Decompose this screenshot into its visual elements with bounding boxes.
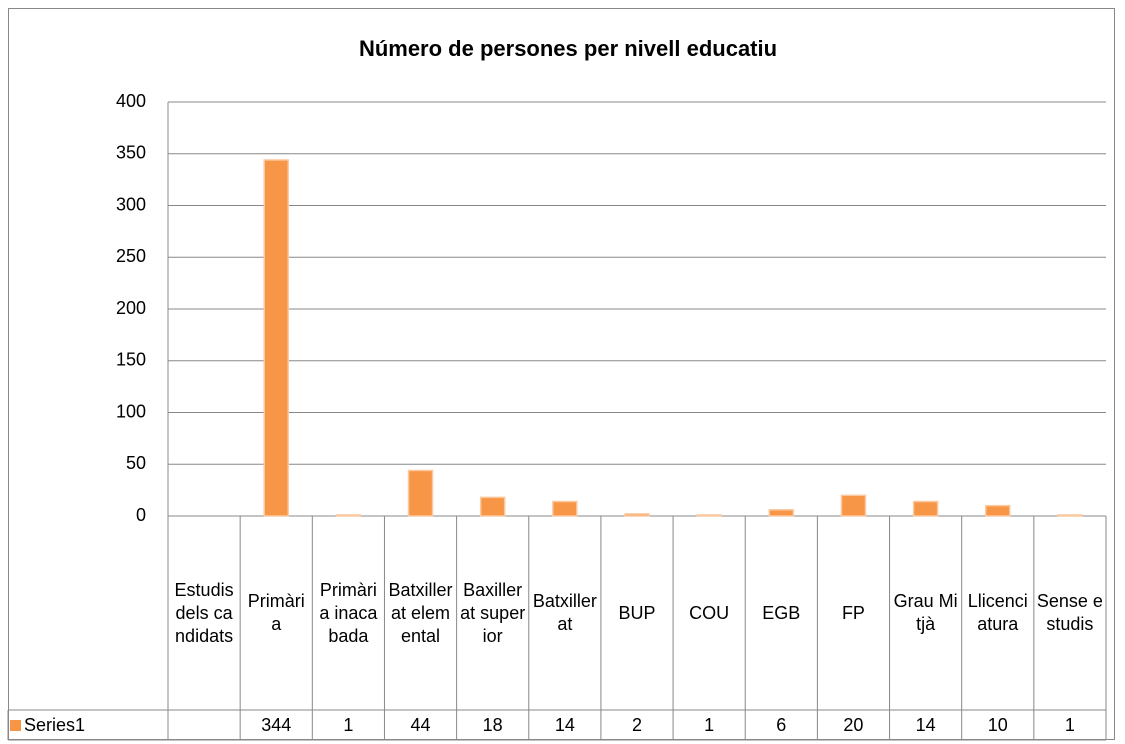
data-table-value: 344 <box>261 714 292 735</box>
bar <box>335 514 362 517</box>
bar <box>552 500 578 517</box>
x-tick-label: Estudis dels candidats <box>174 579 234 646</box>
bar <box>768 509 795 517</box>
data-table-value: 44 <box>410 714 431 735</box>
x-tick-label: FP <box>841 602 865 623</box>
y-tick-label: 50 <box>126 453 146 473</box>
chart-title: Número de persones per nivell educatiu <box>359 36 777 61</box>
x-tick-label: Llicenciatura <box>967 591 1028 634</box>
x-tick-label: Grau Mitjà <box>893 591 958 634</box>
data-table-value: 6 <box>776 714 787 735</box>
data-table-value: 14 <box>554 714 575 735</box>
x-tick-label: BUP <box>618 602 656 623</box>
y-tick-label: 400 <box>116 91 146 111</box>
bar <box>696 514 722 517</box>
y-tick-label: 0 <box>136 505 146 525</box>
bar <box>407 469 434 517</box>
bar <box>1057 514 1083 517</box>
data-table-value: 14 <box>915 714 936 735</box>
bar <box>479 496 506 517</box>
bar <box>263 159 289 517</box>
data-table-value: 1 <box>704 714 715 735</box>
x-tick-label: EGB <box>762 602 801 623</box>
x-tick-label: Batxillerat elemental <box>388 579 453 646</box>
data-table-value: 2 <box>631 714 642 735</box>
x-tick-label: COU <box>689 602 730 623</box>
x-tick-label: Primària inacabada <box>319 579 378 646</box>
y-tick-label: 300 <box>116 194 146 214</box>
data-table-value: 1 <box>343 714 354 735</box>
x-tick-label: Baxillerat superior <box>460 579 526 646</box>
bar <box>912 500 939 517</box>
bar <box>840 494 867 517</box>
y-tick-label: 100 <box>116 401 146 421</box>
legend-label: Series1 <box>24 714 86 735</box>
y-tick-label: 250 <box>116 246 146 266</box>
y-tick-label: 350 <box>116 143 146 163</box>
x-tick-label: Batxillerat <box>532 591 597 634</box>
y-tick-label: 200 <box>116 298 146 318</box>
data-table-value: 20 <box>843 714 864 735</box>
bar <box>624 513 650 517</box>
data-table-value: 10 <box>987 714 1008 735</box>
y-tick-label: 150 <box>116 350 146 370</box>
bar <box>985 504 1011 517</box>
legend-swatch <box>10 719 21 731</box>
x-tick-label: Primària <box>247 591 305 634</box>
data-table-value: 1 <box>1064 714 1075 735</box>
data-table-value: 18 <box>482 714 503 735</box>
x-tick-label: Sense estudis <box>1036 591 1103 634</box>
legend-entry: Series1 <box>10 710 166 740</box>
